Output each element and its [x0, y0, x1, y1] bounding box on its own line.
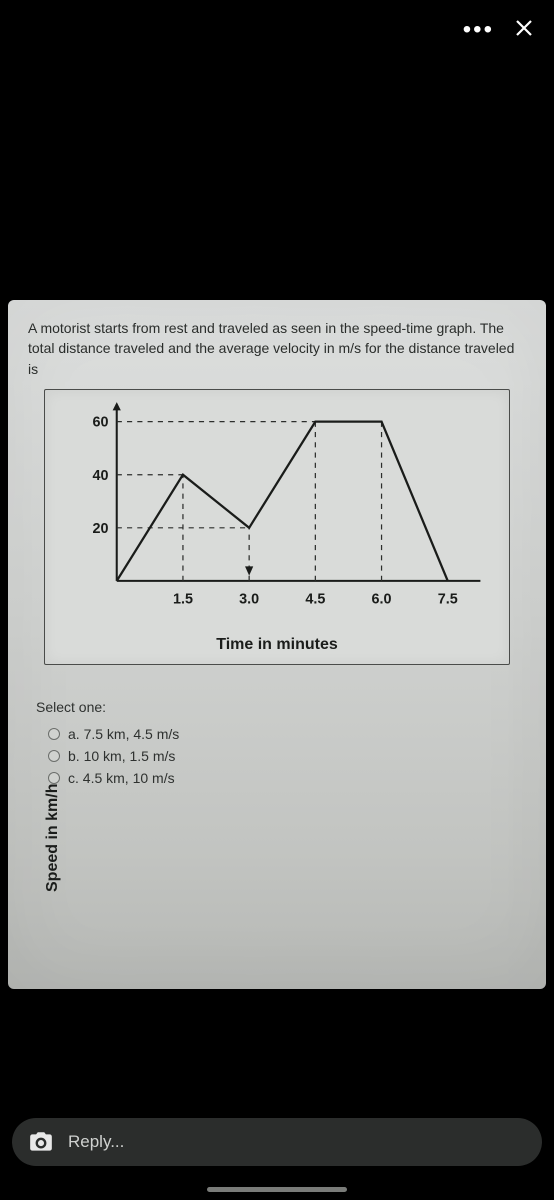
radio-icon[interactable]: [48, 750, 60, 762]
option-a[interactable]: a. 7.5 km, 4.5 m/s: [36, 723, 518, 745]
top-bar: •••: [0, 0, 554, 60]
svg-text:4.5: 4.5: [305, 591, 325, 607]
option-label: c. 4.5 km, 10 m/s: [68, 770, 175, 786]
option-c[interactable]: c. 4.5 km, 10 m/s: [36, 767, 518, 789]
reply-bar[interactable]: [12, 1118, 542, 1166]
option-label: b. 10 km, 1.5 m/s: [68, 748, 175, 764]
speed-time-chart: 20 40 60 1.5 3.0 4.5 6.0 7.5: [51, 396, 503, 622]
radio-icon[interactable]: [48, 772, 60, 784]
svg-text:20: 20: [93, 521, 109, 537]
svg-text:60: 60: [93, 415, 109, 431]
answer-options: Select one: a. 7.5 km, 4.5 m/s b. 10 km, …: [36, 699, 518, 789]
chart-container: 20 40 60 1.5 3.0 4.5 6.0 7.5 Time in minutes: [44, 389, 510, 665]
svg-text:1.5: 1.5: [173, 591, 193, 607]
svg-text:40: 40: [93, 468, 109, 484]
y-axis-label: Speed in km/h: [44, 784, 62, 892]
reply-input[interactable]: [68, 1132, 528, 1152]
svg-text:7.5: 7.5: [438, 591, 458, 607]
svg-text:3.0: 3.0: [239, 591, 259, 607]
x-axis-label: Time in minutes: [51, 636, 503, 654]
camera-icon[interactable]: [26, 1127, 56, 1157]
option-label: a. 7.5 km, 4.5 m/s: [68, 726, 179, 742]
select-one-label: Select one:: [36, 699, 518, 715]
radio-icon[interactable]: [48, 728, 60, 740]
question-card: A motorist starts from rest and traveled…: [8, 300, 546, 989]
question-text: A motorist starts from rest and traveled…: [28, 318, 528, 379]
more-icon[interactable]: •••: [463, 18, 494, 42]
svg-text:6.0: 6.0: [372, 591, 392, 607]
home-indicator: [207, 1187, 347, 1192]
option-b[interactable]: b. 10 km, 1.5 m/s: [36, 745, 518, 767]
close-icon[interactable]: [512, 16, 536, 45]
